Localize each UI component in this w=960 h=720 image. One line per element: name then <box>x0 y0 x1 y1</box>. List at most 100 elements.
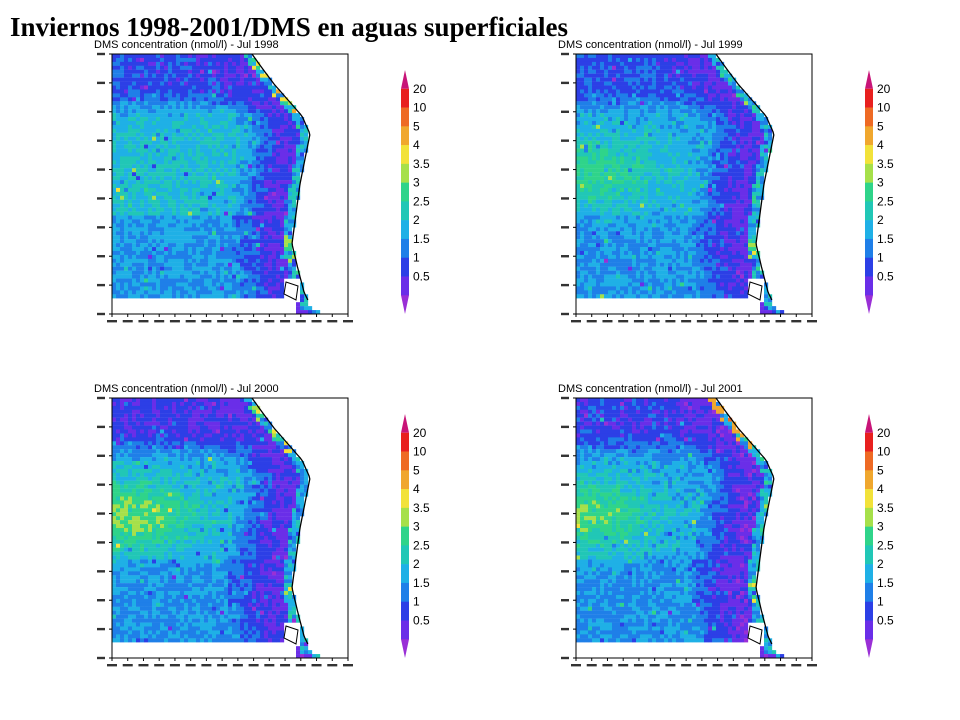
dms-cell <box>144 294 149 299</box>
dms-cell <box>284 117 289 122</box>
dms-cell <box>144 247 149 252</box>
dms-cell <box>176 274 181 279</box>
dms-cell <box>716 152 721 157</box>
dms-cell <box>128 187 133 193</box>
dms-cell <box>220 266 225 271</box>
dms-cell <box>680 136 685 141</box>
dms-cell <box>708 89 713 94</box>
dms-cell <box>112 247 117 252</box>
dms-cell <box>164 156 169 161</box>
dms-cell <box>636 85 641 90</box>
dms-cell <box>752 199 757 204</box>
dms-cell <box>288 180 293 185</box>
dms-cell <box>260 136 265 141</box>
dms-cell <box>620 57 625 63</box>
dms-cell <box>740 180 745 185</box>
dms-cell <box>644 164 649 169</box>
dms-cell <box>616 211 621 216</box>
dms-cell <box>124 239 129 244</box>
dms-cell <box>760 124 765 129</box>
dms-cell <box>260 128 265 133</box>
dms-cell <box>736 195 741 200</box>
dms-cell <box>740 172 745 177</box>
dms-cell <box>680 219 685 224</box>
dms-cell <box>692 144 697 149</box>
dms-cell <box>256 282 261 287</box>
dms-cell <box>248 191 253 196</box>
dms-cell <box>124 124 129 129</box>
dms-cell <box>240 113 245 118</box>
dms-cell <box>176 101 181 106</box>
dms-cell <box>260 231 265 236</box>
dms-cell <box>732 156 737 161</box>
dms-cell <box>116 89 121 94</box>
dms-cell <box>652 231 657 236</box>
dms-cell <box>716 93 721 98</box>
dms-cell <box>164 227 169 232</box>
dms-cell <box>640 144 645 149</box>
dms-cell <box>588 89 593 94</box>
dms-cell <box>116 187 121 193</box>
dms-cell <box>648 120 653 126</box>
dms-cell <box>168 69 173 74</box>
dms-cell <box>112 93 117 98</box>
dms-cell <box>732 168 737 173</box>
dms-cell <box>620 160 625 165</box>
dms-cell <box>112 61 117 66</box>
dms-cell <box>576 77 581 82</box>
dms-cell <box>648 199 653 204</box>
dms-cell <box>176 164 181 169</box>
colorbar-segment <box>401 107 409 127</box>
dms-cell <box>224 247 229 252</box>
dms-cell <box>200 105 205 110</box>
dms-cell <box>240 61 245 66</box>
dms-cell <box>112 77 117 82</box>
dms-cell <box>268 227 273 232</box>
dms-cell <box>252 239 257 244</box>
dms-cell <box>752 152 757 157</box>
dms-cell <box>588 93 593 98</box>
dms-cell <box>216 180 221 185</box>
dms-cell <box>292 274 297 279</box>
dms-cell <box>724 93 729 98</box>
dms-cell <box>156 278 161 283</box>
dms-cell <box>648 227 653 232</box>
dms-cell <box>656 124 661 129</box>
dms-cell <box>216 274 221 279</box>
dms-cell <box>596 136 601 141</box>
dms-cell <box>656 168 661 173</box>
dms-cell <box>172 117 177 122</box>
dms-cell <box>664 164 669 169</box>
dms-cell <box>248 156 253 161</box>
dms-cell <box>740 136 745 141</box>
dms-cell <box>140 140 145 145</box>
dms-cell <box>632 180 637 185</box>
map-frame <box>111 53 349 315</box>
dms-cell <box>712 61 717 66</box>
dms-cell <box>220 254 225 259</box>
dms-cell <box>268 270 273 275</box>
dms-cell <box>616 187 621 193</box>
dms-cell <box>292 124 297 129</box>
dms-cell <box>720 124 725 129</box>
dms-cell <box>192 172 197 177</box>
dms-cell <box>212 93 217 98</box>
dms-cell <box>700 227 705 232</box>
dms-cell <box>232 168 237 173</box>
dms-cell <box>152 73 157 78</box>
dms-cell <box>580 180 585 185</box>
dms-cell <box>112 239 117 244</box>
dms-cell <box>612 61 617 66</box>
dms-cell <box>208 164 213 169</box>
dms-cell <box>720 211 725 216</box>
dms-cell <box>208 85 213 90</box>
dms-cell <box>760 152 765 157</box>
dms-cell <box>684 172 689 177</box>
dms-cell <box>224 105 229 110</box>
dms-cell <box>144 97 149 102</box>
dms-cell <box>764 136 769 141</box>
dms-cell <box>264 168 269 173</box>
dms-cell <box>204 54 209 59</box>
dms-cell <box>152 247 157 252</box>
dms-cell <box>668 211 673 216</box>
